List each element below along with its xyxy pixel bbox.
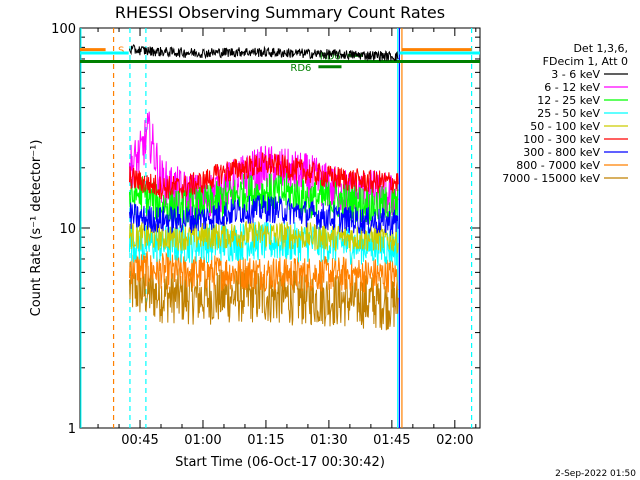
- x-tick-label: 01:00: [184, 433, 221, 448]
- legend-entry-label: 300 - 800 keV: [523, 146, 600, 159]
- series-line: [129, 195, 399, 236]
- legend-entry-label: 50 - 100 keV: [530, 120, 600, 133]
- x-tick-label: 00:45: [121, 433, 158, 448]
- marker-label: RD6: [290, 63, 311, 74]
- legend-entry-label: 6 - 12 keV: [544, 81, 600, 94]
- footer-date: 2-Sep-2022 01:50: [555, 469, 636, 479]
- series-line: [129, 251, 399, 294]
- legend-entry-label: 12 - 25 keV: [537, 94, 600, 107]
- x-tick-label: 02:00: [436, 433, 473, 448]
- y-axis-label: Count Rate (s⁻¹ detector⁻¹): [29, 140, 44, 317]
- x-tick-label: 01:30: [310, 433, 347, 448]
- x-tick-label: 01:15: [247, 433, 284, 448]
- legend-entry-label: 7000 - 15000 keV: [502, 172, 600, 185]
- x-tick-label: 01:45: [373, 433, 410, 448]
- y-tick-label: 1: [68, 422, 76, 437]
- marker-label: RD6: [320, 51, 341, 62]
- axis-ticks: 00:45 01:00 01:15 01:30 01:45 02:00 1 10 100: [51, 22, 480, 448]
- legend-entry-label: 3 - 6 keV: [551, 68, 600, 81]
- y-tick-label: 100: [51, 22, 76, 37]
- series-line: [129, 152, 399, 200]
- legend-header-2: FDecim 1, Att 0: [543, 55, 628, 68]
- series-line: [129, 220, 399, 255]
- legend-entry-label: 100 - 300 keV: [523, 133, 600, 146]
- legend-entry-label: 800 - 7000 keV: [516, 159, 600, 172]
- count-rate-series: [129, 44, 399, 331]
- chart-title: RHESSI Observing Summary Count Rates: [115, 3, 445, 22]
- legend-entry-label: 25 - 50 keV: [537, 107, 600, 120]
- x-axis-label: Start Time (06-Oct-17 00:30:42): [175, 455, 385, 470]
- series-line: [129, 44, 399, 62]
- y-tick-label: 10: [59, 222, 76, 237]
- horizontal-markers: S RD6 RD6: [80, 46, 480, 74]
- marker-label: S: [118, 46, 124, 57]
- legend-header-1: Det 1,3,6,: [573, 42, 628, 55]
